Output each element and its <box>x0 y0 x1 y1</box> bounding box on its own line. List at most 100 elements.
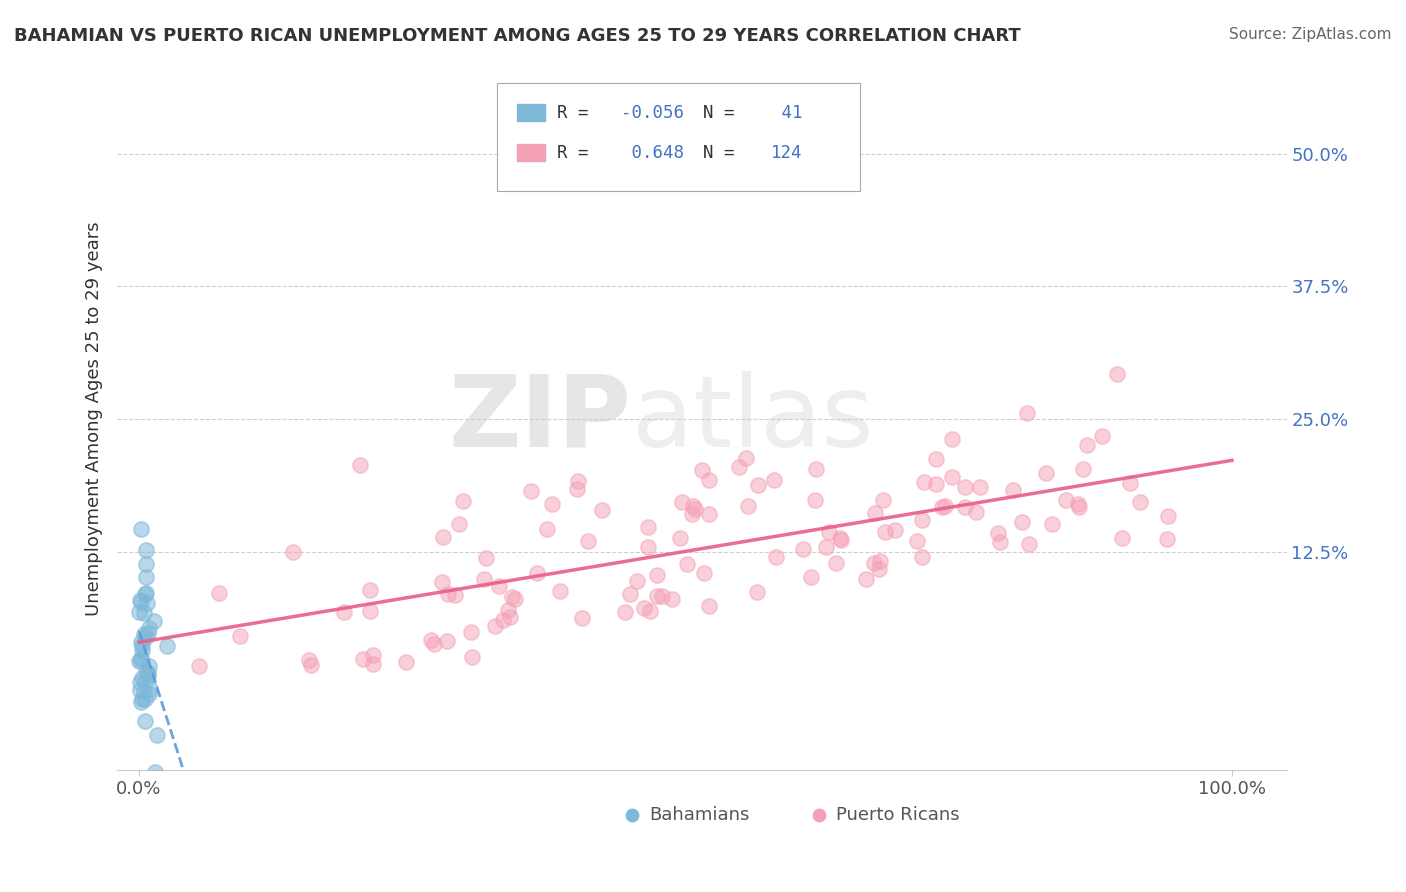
Point <box>461 649 484 664</box>
Point <box>1040 517 1063 532</box>
Point <box>676 558 699 572</box>
Point <box>868 562 890 576</box>
Point <box>146 728 169 742</box>
Point <box>143 765 166 780</box>
Point <box>699 507 721 521</box>
Point <box>567 483 589 497</box>
Point <box>869 554 891 568</box>
Point <box>693 566 716 580</box>
Point <box>138 659 160 673</box>
Point <box>783 747 806 761</box>
Point <box>395 655 418 669</box>
Point <box>498 609 520 624</box>
Point <box>492 613 515 627</box>
Text: ZIP: ZIP <box>449 371 631 467</box>
Point <box>135 631 157 645</box>
Point <box>134 714 156 729</box>
Text: BAHAMIAN VS PUERTO RICAN UNEMPLOYMENT AMONG AGES 25 TO 29 YEARS CORRELATION CHAR: BAHAMIAN VS PUERTO RICAN UNEMPLOYMENT AM… <box>14 27 1021 45</box>
Point <box>136 625 159 640</box>
Point <box>645 568 668 582</box>
Point <box>432 530 454 544</box>
Point <box>592 503 614 517</box>
Point <box>548 583 571 598</box>
Point <box>697 599 720 613</box>
Point <box>1067 497 1090 511</box>
Point <box>965 505 987 519</box>
Point <box>131 692 153 706</box>
Point <box>818 525 841 540</box>
Point <box>129 653 152 667</box>
Point <box>638 604 661 618</box>
Point <box>129 695 152 709</box>
Point <box>1111 531 1133 545</box>
Point <box>697 473 720 487</box>
Point <box>129 683 152 698</box>
Point <box>129 635 152 649</box>
Point <box>488 579 510 593</box>
Point <box>135 596 157 610</box>
Point <box>142 615 165 629</box>
Point <box>571 611 593 625</box>
Point <box>138 687 160 701</box>
Point <box>135 665 157 680</box>
Point <box>690 463 713 477</box>
Point <box>1157 508 1180 523</box>
Point <box>333 605 356 619</box>
Point <box>363 657 385 671</box>
Text: -0.056: -0.056 <box>621 103 685 121</box>
Point <box>129 650 152 665</box>
Point <box>1105 368 1128 382</box>
Point <box>969 480 991 494</box>
Point <box>872 493 894 508</box>
Point <box>131 642 153 657</box>
Point <box>747 585 769 599</box>
Text: 124: 124 <box>770 144 803 161</box>
Point <box>138 681 160 696</box>
Text: R =: R = <box>557 144 599 161</box>
Point <box>671 495 693 509</box>
Point <box>132 606 155 620</box>
Point <box>804 493 827 508</box>
Point <box>129 593 152 607</box>
Point <box>1129 494 1152 508</box>
Point <box>136 668 159 682</box>
Point <box>129 675 152 690</box>
Bar <box>517 145 546 161</box>
Point <box>423 636 446 650</box>
Point <box>519 483 541 498</box>
Point <box>475 551 498 566</box>
Text: 41: 41 <box>770 103 803 121</box>
Point <box>925 477 948 491</box>
Point <box>156 639 179 653</box>
Point <box>298 653 321 667</box>
Point <box>135 570 157 584</box>
Point <box>131 672 153 686</box>
Point <box>472 572 495 586</box>
Point <box>1035 466 1057 480</box>
Point <box>884 523 907 537</box>
Point <box>814 540 837 554</box>
Point <box>352 652 374 666</box>
Point <box>941 470 963 484</box>
Point <box>651 589 673 603</box>
Point <box>131 639 153 653</box>
Text: Source: ZipAtlas.com: Source: ZipAtlas.com <box>1229 27 1392 42</box>
Text: N =: N = <box>703 144 745 161</box>
Point <box>987 525 1010 540</box>
Point <box>862 556 884 570</box>
Point <box>299 657 322 672</box>
Y-axis label: Unemployment Among Ages 25 to 29 years: Unemployment Among Ages 25 to 29 years <box>86 222 103 616</box>
Point <box>1090 429 1112 443</box>
Point <box>136 665 159 680</box>
Point <box>420 633 443 648</box>
Point <box>498 603 520 617</box>
Point <box>825 556 848 570</box>
Point <box>800 570 823 584</box>
FancyBboxPatch shape <box>498 83 859 191</box>
Point <box>953 500 976 515</box>
Point <box>1018 537 1040 551</box>
Point <box>734 451 756 466</box>
Point <box>135 585 157 599</box>
Point <box>633 600 655 615</box>
Point <box>645 589 668 603</box>
